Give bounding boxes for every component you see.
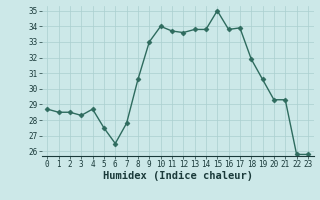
X-axis label: Humidex (Indice chaleur): Humidex (Indice chaleur) [103, 171, 252, 181]
